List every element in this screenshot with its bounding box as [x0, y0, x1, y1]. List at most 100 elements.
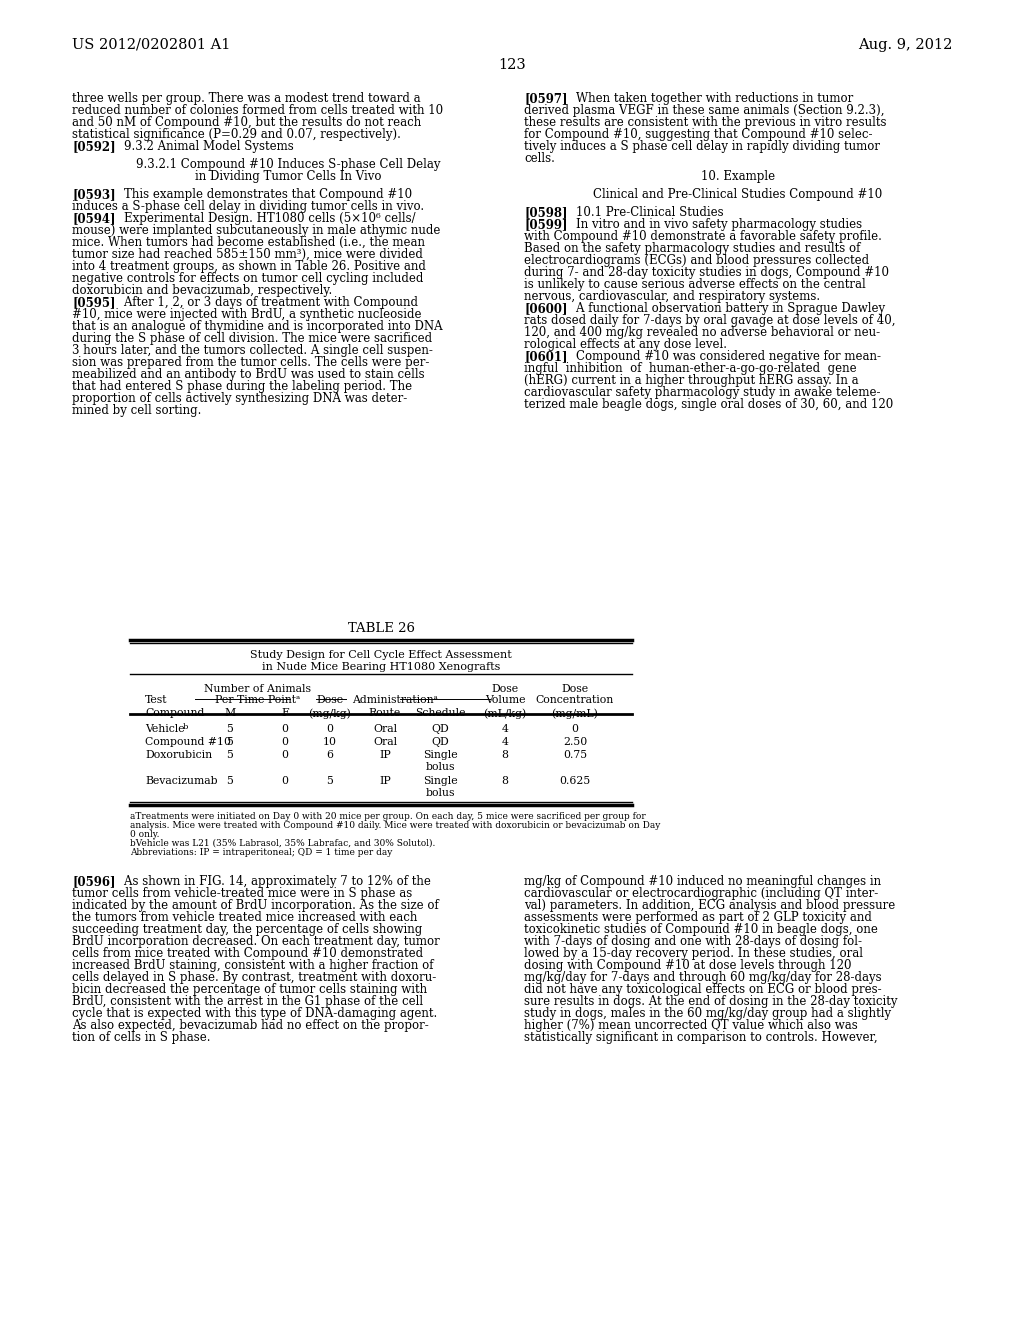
Text: derived plasma VEGF in these same animals (Section 9.2.3),: derived plasma VEGF in these same animal…: [524, 104, 885, 117]
Text: 120, and 400 mg/kg revealed no adverse behavioral or neu-: 120, and 400 mg/kg revealed no adverse b…: [524, 326, 880, 339]
Text: into 4 treatment groups, as shown in Table 26. Positive and: into 4 treatment groups, as shown in Tab…: [72, 260, 426, 273]
Text: Bevacizumab: Bevacizumab: [145, 776, 218, 785]
Text: 0: 0: [282, 723, 289, 734]
Text: F: F: [282, 708, 289, 718]
Text: QD: QD: [431, 737, 449, 747]
Text: mg/kg of Compound #10 induced no meaningful changes in: mg/kg of Compound #10 induced no meaning…: [524, 875, 881, 888]
Text: the tumors from vehicle treated mice increased with each: the tumors from vehicle treated mice inc…: [72, 911, 418, 924]
Text: 123: 123: [498, 58, 526, 73]
Text: electrocardiograms (ECGs) and blood pressures collected: electrocardiograms (ECGs) and blood pres…: [524, 253, 869, 267]
Text: 5: 5: [226, 737, 233, 747]
Text: 0: 0: [282, 750, 289, 760]
Text: [0593]: [0593]: [72, 187, 116, 201]
Text: bicin decreased the percentage of tumor cells staining with: bicin decreased the percentage of tumor …: [72, 983, 427, 997]
Text: [0595]: [0595]: [72, 296, 116, 309]
Text: succeeding treatment day, the percentage of cells showing: succeeding treatment day, the percentage…: [72, 923, 422, 936]
Text: 5: 5: [226, 723, 233, 734]
Text: [0594]: [0594]: [72, 213, 116, 224]
Text: Clinical and Pre-Clinical Studies Compound #10: Clinical and Pre-Clinical Studies Compou…: [593, 187, 883, 201]
Text: mice. When tumors had become established (i.e., the mean: mice. When tumors had become established…: [72, 236, 425, 249]
Text: proportion of cells actively synthesizing DNA was deter-: proportion of cells actively synthesizin…: [72, 392, 408, 405]
Text: higher (7%) mean uncorrected QT value which also was: higher (7%) mean uncorrected QT value wh…: [524, 1019, 858, 1032]
Text: tively induces a S phase cell delay in rapidly dividing tumor: tively induces a S phase cell delay in r…: [524, 140, 880, 153]
Text: negative controls for effects on tumor cell cycling included: negative controls for effects on tumor c…: [72, 272, 423, 285]
Text: tumor size had reached 585±150 mm³), mice were divided: tumor size had reached 585±150 mm³), mic…: [72, 248, 423, 261]
Text: mined by cell sorting.: mined by cell sorting.: [72, 404, 202, 417]
Text: This example demonstrates that Compound #10: This example demonstrates that Compound …: [109, 187, 412, 201]
Text: IP: IP: [379, 776, 391, 785]
Text: three wells per group. There was a modest trend toward a: three wells per group. There was a modes…: [72, 92, 421, 106]
Text: 9.3.2 Animal Model Systems: 9.3.2 Animal Model Systems: [109, 140, 294, 153]
Text: bolus: bolus: [425, 788, 455, 799]
Text: reduced number of colonies formed from cells treated with 10: reduced number of colonies formed from c…: [72, 104, 443, 117]
Text: Compound #10 was considered negative for mean-: Compound #10 was considered negative for…: [561, 350, 881, 363]
Text: did not have any toxicological effects on ECG or blood pres-: did not have any toxicological effects o…: [524, 983, 882, 997]
Text: toxicokinetic studies of Compound #10 in beagle dogs, one: toxicokinetic studies of Compound #10 in…: [524, 923, 878, 936]
Text: 0.75: 0.75: [563, 750, 587, 760]
Text: indicated by the amount of BrdU incorporation. As the size of: indicated by the amount of BrdU incorpor…: [72, 899, 438, 912]
Text: Number of Animals: Number of Animals: [204, 684, 311, 694]
Text: Concentration: Concentration: [536, 696, 614, 705]
Text: (mL/kg): (mL/kg): [483, 708, 526, 718]
Text: Route: Route: [369, 708, 401, 718]
Text: mouse) were implanted subcutaneously in male athymic nude: mouse) were implanted subcutaneously in …: [72, 224, 440, 238]
Text: BrdU, consistent with the arrest in the G1 phase of the cell: BrdU, consistent with the arrest in the …: [72, 995, 423, 1008]
Text: 10.1 Pre-Clinical Studies: 10.1 Pre-Clinical Studies: [561, 206, 724, 219]
Text: Dose: Dose: [561, 684, 589, 694]
Text: US 2012/0202801 A1: US 2012/0202801 A1: [72, 38, 230, 51]
Text: Test: Test: [145, 696, 168, 705]
Text: 8: 8: [502, 776, 509, 785]
Text: [0596]: [0596]: [72, 875, 116, 888]
Text: 0: 0: [282, 776, 289, 785]
Text: 2.50: 2.50: [563, 737, 587, 747]
Text: 9.3.2.1 Compound #10 Induces S-phase Cell Delay: 9.3.2.1 Compound #10 Induces S-phase Cel…: [136, 158, 440, 172]
Text: [0598]: [0598]: [524, 206, 567, 219]
Text: in Nude Mice Bearing HT1080 Xenografts: in Nude Mice Bearing HT1080 Xenografts: [262, 663, 500, 672]
Text: A functional observation battery in Sprague Dawley: A functional observation battery in Spra…: [561, 302, 885, 315]
Text: statistically significant in comparison to controls. However,: statistically significant in comparison …: [524, 1031, 878, 1044]
Text: val) parameters. In addition, ECG analysis and blood pressure: val) parameters. In addition, ECG analys…: [524, 899, 895, 912]
Text: 0: 0: [571, 723, 579, 734]
Text: for Compound #10, suggesting that Compound #10 selec-: for Compound #10, suggesting that Compou…: [524, 128, 872, 141]
Text: Compound #10: Compound #10: [145, 737, 231, 747]
Text: increased BrdU staining, consistent with a higher fraction of: increased BrdU staining, consistent with…: [72, 960, 433, 972]
Text: lowed by a 15-day recovery period. In these studies, oral: lowed by a 15-day recovery period. In th…: [524, 946, 863, 960]
Text: 5: 5: [226, 776, 233, 785]
Text: that had entered S phase during the labeling period. The: that had entered S phase during the labe…: [72, 380, 412, 393]
Text: [0592]: [0592]: [72, 140, 116, 153]
Text: M: M: [224, 708, 236, 718]
Text: #10, mice were injected with BrdU, a synthetic nucleoside: #10, mice were injected with BrdU, a syn…: [72, 308, 422, 321]
Text: Vehicle: Vehicle: [145, 723, 184, 734]
Text: 8: 8: [502, 750, 509, 760]
Text: Doxorubicin: Doxorubicin: [145, 750, 212, 760]
Text: statistical significance (P=0.29 and 0.07, respectively).: statistical significance (P=0.29 and 0.0…: [72, 128, 400, 141]
Text: 0.625: 0.625: [559, 776, 591, 785]
Text: [0600]: [0600]: [524, 302, 567, 315]
Text: 0 only.: 0 only.: [130, 830, 160, 840]
Text: As shown in FIG. 14, approximately 7 to 12% of the: As shown in FIG. 14, approximately 7 to …: [109, 875, 431, 888]
Text: 0: 0: [327, 723, 334, 734]
Text: nervous, cardiovascular, and respiratory systems.: nervous, cardiovascular, and respiratory…: [524, 290, 820, 304]
Text: Compound: Compound: [145, 708, 205, 718]
Text: After 1, 2, or 3 days of treatment with Compound: After 1, 2, or 3 days of treatment with …: [109, 296, 418, 309]
Text: study in dogs, males in the 60 mg/kg/day group had a slightly: study in dogs, males in the 60 mg/kg/day…: [524, 1007, 891, 1020]
Text: and 50 nM of Compound #10, but the results do not reach: and 50 nM of Compound #10, but the resul…: [72, 116, 421, 129]
Text: cells.: cells.: [524, 152, 555, 165]
Text: in Dividing Tumor Cells In Vivo: in Dividing Tumor Cells In Vivo: [195, 170, 381, 183]
Text: 4: 4: [502, 737, 509, 747]
Text: As also expected, bevacizumab had no effect on the propor-: As also expected, bevacizumab had no eff…: [72, 1019, 429, 1032]
Text: tion of cells in S phase.: tion of cells in S phase.: [72, 1031, 211, 1044]
Text: [0597]: [0597]: [524, 92, 567, 106]
Text: [0599]: [0599]: [524, 218, 567, 231]
Text: Aug. 9, 2012: Aug. 9, 2012: [858, 38, 952, 51]
Text: 5: 5: [327, 776, 334, 785]
Text: these results are consistent with the previous in vitro results: these results are consistent with the pr…: [524, 116, 887, 129]
Text: meabilized and an antibody to BrdU was used to stain cells: meabilized and an antibody to BrdU was u…: [72, 368, 425, 381]
Text: Volume: Volume: [484, 696, 525, 705]
Text: Administrationᵃ: Administrationᵃ: [352, 696, 438, 705]
Text: induces a S-phase cell delay in dividing tumor cells in vivo.: induces a S-phase cell delay in dividing…: [72, 201, 424, 213]
Text: Schedule: Schedule: [415, 708, 465, 718]
Text: Study Design for Cell Cycle Effect Assessment: Study Design for Cell Cycle Effect Asses…: [250, 649, 512, 660]
Text: (mg/kg): (mg/kg): [308, 708, 351, 718]
Text: during the S phase of cell division. The mice were sacrificed: during the S phase of cell division. The…: [72, 333, 432, 345]
